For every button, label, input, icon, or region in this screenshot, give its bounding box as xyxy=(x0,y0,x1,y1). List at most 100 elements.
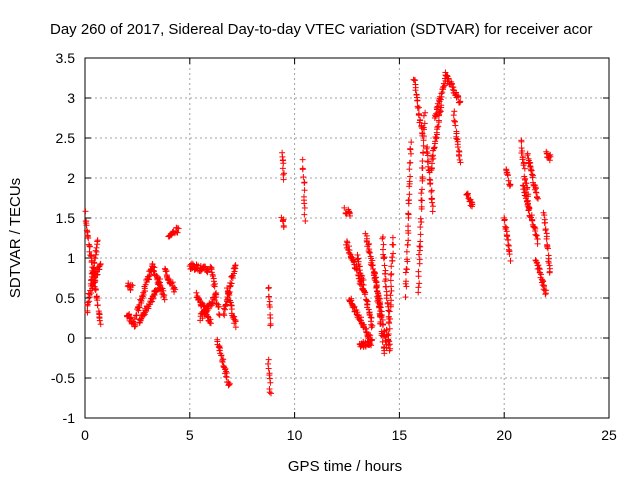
data-point xyxy=(416,256,423,263)
data-point xyxy=(362,289,369,296)
data-point xyxy=(386,308,393,315)
data-point xyxy=(506,251,513,258)
data-point xyxy=(546,157,553,164)
data-point xyxy=(420,112,427,119)
data-point xyxy=(504,172,511,179)
data-point xyxy=(385,337,392,344)
data-point xyxy=(353,266,360,273)
data-point xyxy=(97,260,104,267)
data-point xyxy=(386,325,393,332)
data-point xyxy=(437,107,444,114)
data-point xyxy=(226,381,233,388)
data-point xyxy=(457,159,464,166)
data-point xyxy=(223,301,230,308)
data-point xyxy=(428,187,435,194)
data-point xyxy=(385,330,392,337)
data-point xyxy=(453,135,460,142)
data-point xyxy=(368,342,375,349)
data-point xyxy=(280,222,287,229)
data-points xyxy=(82,69,554,397)
data-point xyxy=(417,243,424,250)
data-point xyxy=(84,232,91,239)
data-point xyxy=(364,301,371,308)
data-point xyxy=(381,254,388,261)
data-point xyxy=(405,223,412,230)
data-point xyxy=(232,324,239,331)
data-point xyxy=(140,291,147,298)
data-point xyxy=(507,181,514,188)
chart-title: Day 260 of 2017, Sidereal Day-to-day VTE… xyxy=(50,21,592,38)
data-point xyxy=(386,347,393,354)
data-point xyxy=(368,337,375,344)
data-point xyxy=(267,322,274,329)
data-point xyxy=(407,145,414,152)
data-point xyxy=(379,246,386,253)
data-point xyxy=(416,243,423,250)
data-point xyxy=(94,237,101,244)
data-point xyxy=(407,173,414,180)
data-point xyxy=(503,232,510,239)
data-point xyxy=(301,211,308,218)
data-point xyxy=(281,170,288,177)
data-point xyxy=(172,286,179,293)
data-point xyxy=(377,304,384,311)
x-tick-label: 15 xyxy=(392,427,408,443)
data-point xyxy=(457,99,464,106)
data-point xyxy=(418,203,425,210)
data-point xyxy=(388,283,395,290)
data-point xyxy=(88,253,95,260)
data-point xyxy=(131,323,138,330)
data-point xyxy=(535,195,542,202)
data-point xyxy=(408,139,415,146)
data-point xyxy=(299,156,306,163)
data-point xyxy=(419,165,426,172)
data-point xyxy=(92,247,99,254)
data-point xyxy=(386,338,393,345)
data-point xyxy=(224,285,231,292)
data-point xyxy=(403,265,410,272)
data-point xyxy=(389,234,396,241)
data-point xyxy=(415,284,422,291)
data-point xyxy=(85,235,92,242)
data-point xyxy=(127,315,134,322)
data-point xyxy=(456,152,463,159)
data-point xyxy=(420,124,427,131)
data-point xyxy=(523,198,530,205)
data-point xyxy=(389,254,396,261)
data-point xyxy=(83,220,90,227)
data-point xyxy=(226,292,233,299)
data-point xyxy=(92,255,99,262)
data-point xyxy=(348,297,355,304)
data-point xyxy=(150,268,157,275)
data-point xyxy=(456,156,463,163)
data-point xyxy=(380,241,387,248)
data-point xyxy=(265,360,272,367)
data-point xyxy=(430,145,437,152)
data-point xyxy=(135,307,142,314)
data-point xyxy=(227,279,234,286)
data-point xyxy=(420,133,427,140)
data-point xyxy=(547,153,554,160)
data-point xyxy=(349,254,356,261)
data-point xyxy=(346,247,353,254)
y-tick-label: -0.5 xyxy=(51,370,75,386)
data-point xyxy=(387,292,394,299)
data-point xyxy=(403,283,410,290)
data-point xyxy=(175,225,182,232)
data-point xyxy=(429,208,436,215)
data-point xyxy=(544,245,551,252)
data-point xyxy=(434,124,441,131)
data-point xyxy=(406,166,413,173)
data-point xyxy=(503,224,510,231)
data-point xyxy=(463,191,470,198)
data-point xyxy=(84,228,91,235)
data-point xyxy=(406,197,413,204)
data-point xyxy=(375,295,382,302)
data-point xyxy=(97,321,104,328)
data-point xyxy=(545,259,552,266)
data-point xyxy=(213,294,220,301)
data-point xyxy=(220,310,227,317)
data-point xyxy=(93,293,100,300)
data-point xyxy=(435,123,442,130)
data-point xyxy=(155,278,162,285)
